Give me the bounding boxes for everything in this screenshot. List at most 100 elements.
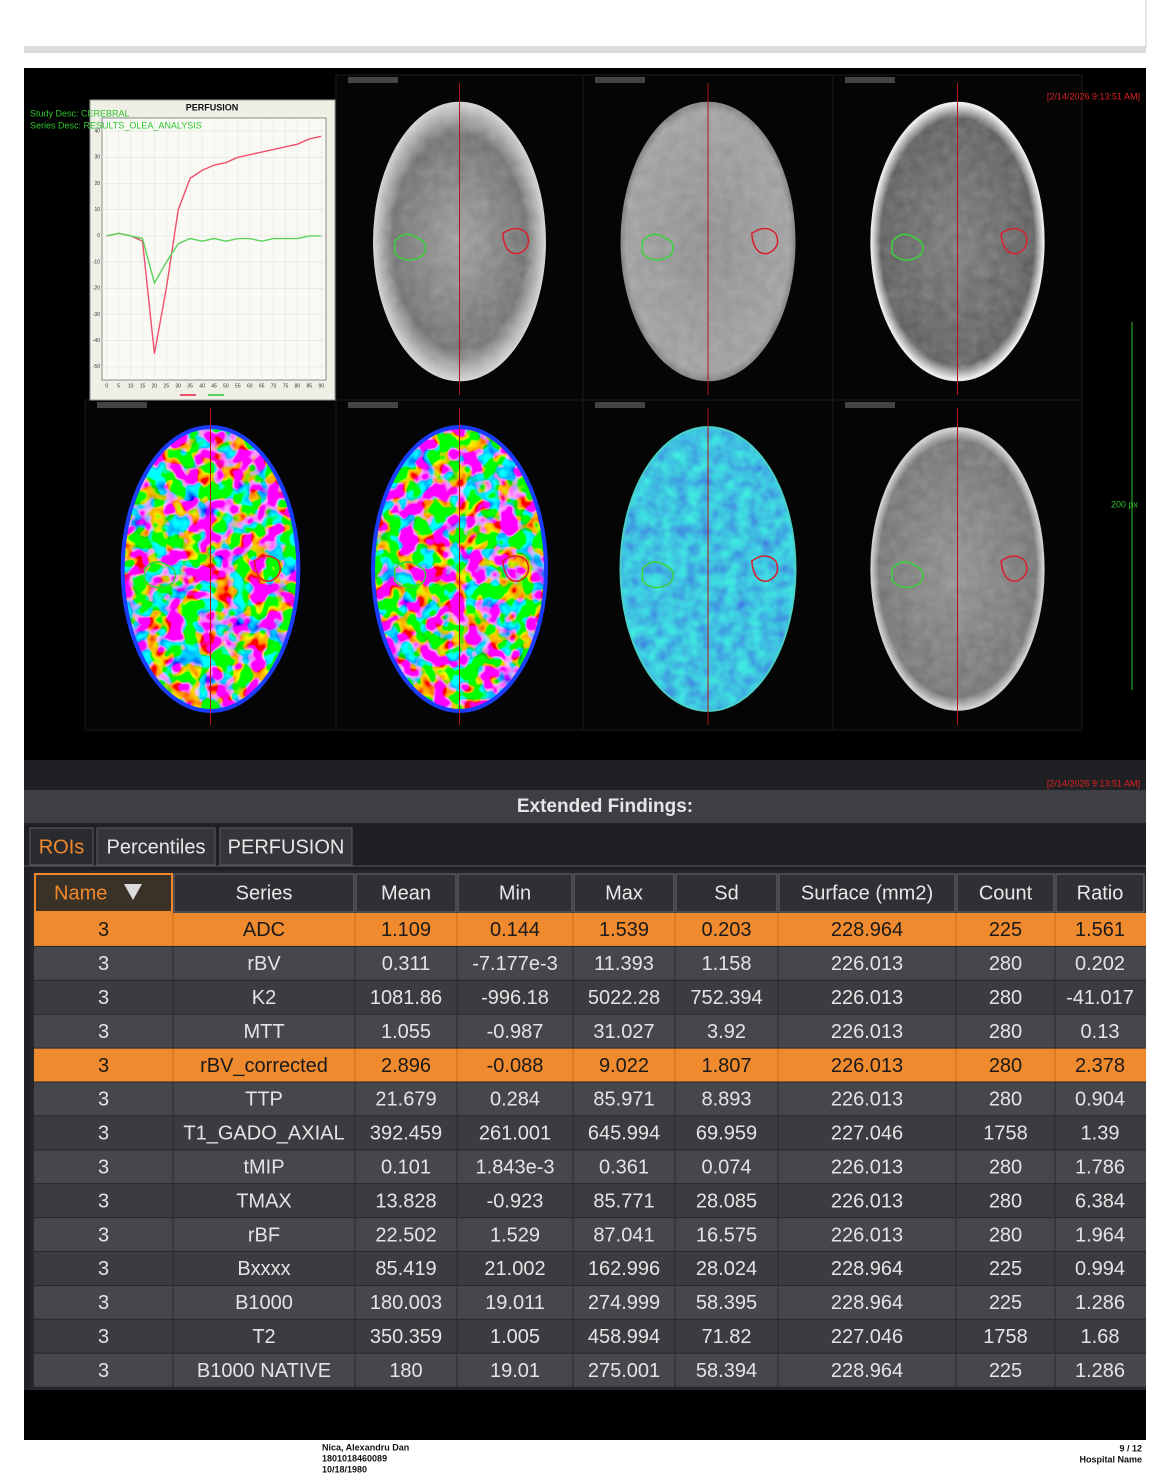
cell: 228.964 bbox=[831, 1258, 903, 1280]
panel-toolbar bbox=[348, 77, 398, 83]
row[interactable] bbox=[34, 1184, 1146, 1218]
cell: 58.395 bbox=[696, 1292, 757, 1314]
column-header[interactable] bbox=[675, 873, 778, 913]
cell: 1758 bbox=[983, 1123, 1028, 1145]
y-tick-label: 0 bbox=[97, 233, 100, 239]
column-header[interactable] bbox=[1055, 873, 1145, 913]
row[interactable] bbox=[34, 1014, 1146, 1048]
cell: 3 bbox=[98, 1292, 109, 1314]
cell: 226.013 bbox=[831, 987, 903, 1009]
cell: 1.964 bbox=[1075, 1224, 1125, 1246]
row[interactable] bbox=[34, 1252, 1146, 1285]
row-highlighted[interactable] bbox=[34, 913, 1146, 946]
perfusion-curve bbox=[106, 232, 322, 285]
panel-toolbar bbox=[595, 77, 645, 83]
row[interactable] bbox=[34, 1116, 1146, 1150]
column-header-label[interactable]: Series bbox=[236, 882, 293, 904]
cell: 228.964 bbox=[831, 1360, 903, 1382]
row[interactable] bbox=[34, 946, 1146, 980]
top-area bbox=[0, 0, 1170, 68]
tab-label[interactable]: ROIs bbox=[39, 836, 85, 858]
roi-left bbox=[641, 233, 675, 261]
x-tick-label: 0 bbox=[105, 383, 108, 389]
x-tick-label: 30 bbox=[175, 383, 181, 389]
cell: 1.158 bbox=[701, 953, 751, 975]
cell: 3 bbox=[98, 1190, 109, 1212]
cell: K2 bbox=[252, 987, 276, 1009]
cell: 19.01 bbox=[490, 1360, 540, 1382]
row[interactable] bbox=[34, 1285, 1146, 1319]
column-header-label[interactable]: Mean bbox=[381, 882, 431, 904]
column-header-label[interactable]: Name bbox=[54, 882, 107, 904]
column-header[interactable] bbox=[34, 873, 173, 913]
roi-right bbox=[750, 555, 779, 582]
cell: 752.394 bbox=[690, 987, 762, 1009]
cell: 280 bbox=[989, 987, 1022, 1009]
column-header-label[interactable]: Count bbox=[979, 882, 1033, 904]
roi-left bbox=[143, 561, 177, 589]
panel-toolbar bbox=[97, 402, 147, 408]
cell: 227.046 bbox=[831, 1123, 903, 1145]
roi-right bbox=[1000, 555, 1028, 582]
column-header[interactable] bbox=[573, 873, 675, 913]
row[interactable] bbox=[34, 980, 1146, 1014]
tab[interactable] bbox=[29, 827, 94, 866]
column-header-label[interactable]: Surface (mm2) bbox=[801, 882, 933, 904]
row[interactable] bbox=[34, 1218, 1146, 1251]
footer bbox=[0, 1440, 1170, 1480]
cell: tMIP bbox=[243, 1157, 284, 1179]
cell: 13.828 bbox=[375, 1190, 436, 1212]
y-tick-label: -30 bbox=[93, 312, 100, 318]
cell: 9.022 bbox=[599, 1055, 649, 1077]
cell: 3.92 bbox=[707, 1021, 746, 1043]
row[interactable] bbox=[34, 1082, 1146, 1116]
cell: 0.284 bbox=[490, 1089, 540, 1111]
cell: 58.394 bbox=[696, 1360, 757, 1382]
cell: 0.311 bbox=[382, 953, 431, 975]
tab[interactable] bbox=[96, 827, 216, 866]
cell: 0.13 bbox=[1081, 1021, 1120, 1043]
column-header[interactable] bbox=[457, 873, 573, 913]
cell: 280 bbox=[989, 1190, 1022, 1212]
column-header[interactable] bbox=[355, 873, 457, 913]
cell: 0.202 bbox=[1075, 953, 1125, 975]
cell: rBV bbox=[247, 953, 281, 975]
cell: 31.027 bbox=[593, 1021, 654, 1043]
row[interactable] bbox=[34, 1353, 1146, 1387]
tab-label[interactable]: PERFUSION bbox=[228, 836, 345, 858]
overlay-timestamp-3: [2/14/2026 9:13:51 AM] bbox=[1047, 778, 1140, 788]
column-header-label[interactable]: Min bbox=[499, 882, 531, 904]
cell: B1000 NATIVE bbox=[197, 1360, 331, 1382]
y-tick-label: -40 bbox=[93, 338, 100, 344]
cell: 0.074 bbox=[701, 1157, 751, 1179]
cell: 3 bbox=[98, 1089, 109, 1111]
column-header[interactable] bbox=[956, 873, 1055, 913]
panel-toolbar bbox=[845, 402, 895, 408]
cell: 226.013 bbox=[831, 1021, 903, 1043]
cell: 3 bbox=[98, 1360, 109, 1382]
column-header-label[interactable]: Ratio bbox=[1077, 882, 1124, 904]
cell: 1.561 bbox=[1075, 919, 1125, 941]
findings-title: Extended Findings: bbox=[517, 796, 693, 817]
roi-left bbox=[891, 561, 924, 589]
cell: 280 bbox=[989, 953, 1022, 975]
cell: 21.679 bbox=[375, 1089, 436, 1111]
chart-title: PERFUSION bbox=[186, 102, 239, 112]
panel-toolbar bbox=[595, 402, 645, 408]
column-header[interactable] bbox=[778, 873, 956, 913]
row[interactable] bbox=[34, 1150, 1146, 1184]
tab[interactable] bbox=[219, 827, 353, 866]
cell: 162.996 bbox=[588, 1258, 660, 1280]
x-tick-label: 40 bbox=[199, 383, 205, 389]
x-tick-label: 90 bbox=[318, 383, 324, 389]
tab-label[interactable]: Percentiles bbox=[107, 836, 206, 858]
column-header-label[interactable]: Max bbox=[605, 882, 643, 904]
column-header[interactable] bbox=[173, 873, 355, 913]
roi-left bbox=[641, 561, 675, 589]
row[interactable] bbox=[34, 1319, 1146, 1353]
roi-right bbox=[1000, 227, 1028, 255]
row-highlighted[interactable] bbox=[34, 1048, 1146, 1082]
column-header-label[interactable]: Sd bbox=[714, 882, 738, 904]
cell: 28.085 bbox=[696, 1190, 757, 1212]
cell: TMAX bbox=[236, 1190, 292, 1212]
